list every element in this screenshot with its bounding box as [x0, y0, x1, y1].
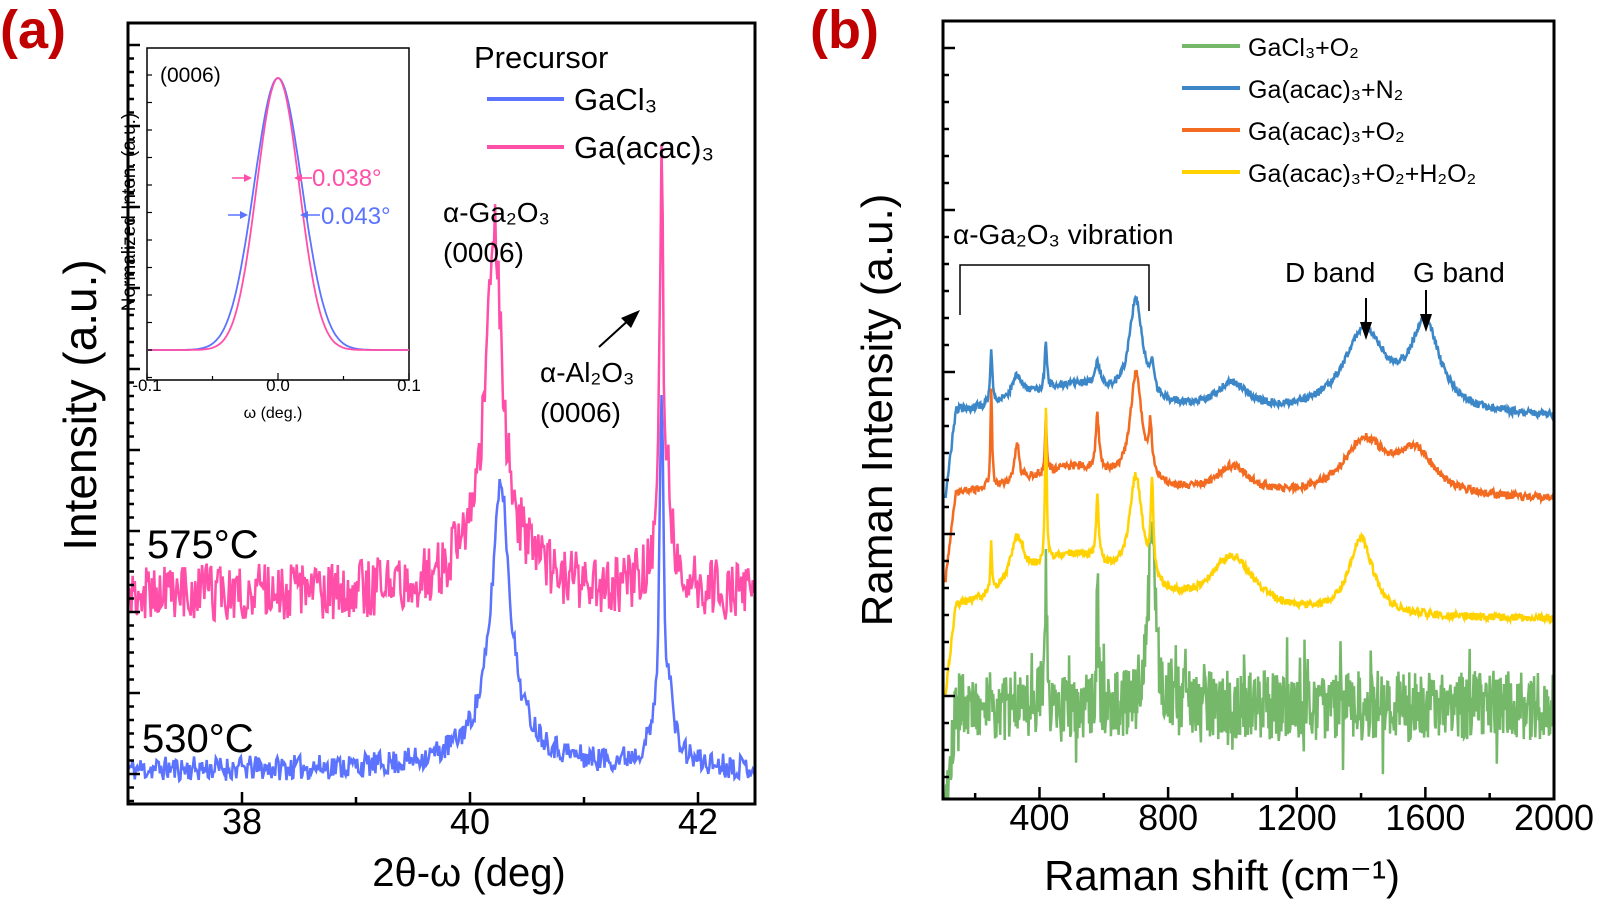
- legend-label: Ga(acac)₃+N₂: [1248, 76, 1403, 104]
- panel-b-legend: GaCl₃+O₂ Ga(acac)₃+N₂ Ga(acac)₃+O₂ Ga(acac)…: [1182, 34, 1476, 188]
- panel-a-curves: [126, 144, 757, 784]
- annotation-g-band: G band: [1413, 257, 1505, 288]
- series-line-2: [944, 369, 1556, 583]
- legend-label: Ga(acac)₃+O₂+H₂O₂: [1248, 160, 1476, 188]
- legend-label: GaCl₃+O₂: [1248, 34, 1359, 62]
- panel-a-xrd: 38 40 42 2θ-ω (deg) Intensity (a.u.) 575°C…: [54, 21, 757, 895]
- legend-label: Ga(acac)₃+O₂: [1248, 118, 1405, 146]
- x-tick-label: 1200: [1257, 797, 1337, 838]
- series-line-1: [126, 144, 757, 623]
- annotation-ga2o3-vibration: α-Ga₂O₃ vibration: [953, 219, 1174, 250]
- x-tick-label: 1600: [1385, 797, 1465, 838]
- series-line-0: [127, 394, 757, 784]
- panel-label-a: (a): [0, 0, 66, 60]
- x-tick-label: 40: [450, 801, 490, 842]
- x-tick-label: 42: [678, 801, 718, 842]
- series-line-1: [944, 294, 1556, 499]
- panel-b-xlabel: Raman shift (cm⁻¹): [1044, 852, 1400, 899]
- annotation-d-band: D band: [1285, 257, 1375, 288]
- inset-tick-label: 0.0: [266, 376, 290, 395]
- temp-label-530: 530°C: [142, 717, 254, 761]
- annotation-al2o3: α-Al₂O₃: [540, 357, 634, 388]
- series-line-0: [944, 521, 1556, 800]
- inset-rocking-curve: (0006) ω (deg.) Normalized Inten. (a.u.)…: [119, 47, 421, 422]
- fwhm-arrows-icon: [228, 174, 320, 219]
- inset-tick-label: -0.1: [132, 376, 161, 395]
- panel-a-ticks: 38 40 42: [126, 43, 718, 842]
- arrow-d-band-icon: [1360, 298, 1372, 340]
- panel-b-frame: [941, 19, 1556, 801]
- legend-label-gacl3: GaCl₃: [574, 82, 657, 117]
- inset-xlabel: ω (deg.): [244, 405, 303, 422]
- inset-tick-label: 0.1: [397, 376, 421, 395]
- arrow-al2o3-icon: [598, 310, 640, 348]
- vibration-bracket: [959, 264, 1150, 315]
- annotation-al2o3-plane: (0006): [540, 397, 621, 428]
- inset-frame: [146, 47, 410, 381]
- annotation-ga2o3: α-Ga₂O₃: [443, 197, 550, 228]
- panel-label-b: (b): [810, 0, 879, 60]
- panel-a-frame: [126, 21, 757, 806]
- inset-title: (0006): [160, 64, 221, 87]
- panel-b-curves: [944, 294, 1556, 800]
- annotation-ga2o3-plane: (0006): [443, 237, 524, 268]
- x-tick-label: 400: [1009, 797, 1069, 838]
- inset-ylabel: Normalized Inten. (a.u.): [119, 113, 140, 312]
- arrow-g-band-icon: [1420, 290, 1432, 332]
- x-tick-label: 800: [1138, 797, 1198, 838]
- fwhm-label-gacl3: 0.043°: [321, 203, 391, 230]
- panel-a-xlabel: 2θ-ω (deg): [372, 851, 566, 895]
- fwhm-label-gaacac3: 0.038°: [312, 165, 382, 192]
- inset-series-line-1: [147, 77, 409, 351]
- panel-a-ylabel: Intensity (a.u.): [54, 259, 106, 550]
- x-tick-label: 2000: [1514, 797, 1594, 838]
- panel-b-ticks: 400 800 1200 1600 2000: [943, 46, 1594, 838]
- panel-b-raman: 400 800 1200 1600 2000 Raman shift (cm⁻¹) Ra…: [853, 19, 1594, 899]
- inset-ticks: [146, 74, 410, 380]
- series-line-3: [944, 407, 1556, 696]
- panel-b-ylabel: Raman Intensity (a.u.): [853, 194, 902, 627]
- x-tick-label: 38: [222, 801, 262, 842]
- legend-label-gaacac3: Ga(acac)₃: [574, 130, 714, 165]
- legend-title: Precursor: [474, 40, 608, 75]
- inset-curves: [147, 77, 409, 351]
- temp-label-575: 575°C: [147, 523, 259, 567]
